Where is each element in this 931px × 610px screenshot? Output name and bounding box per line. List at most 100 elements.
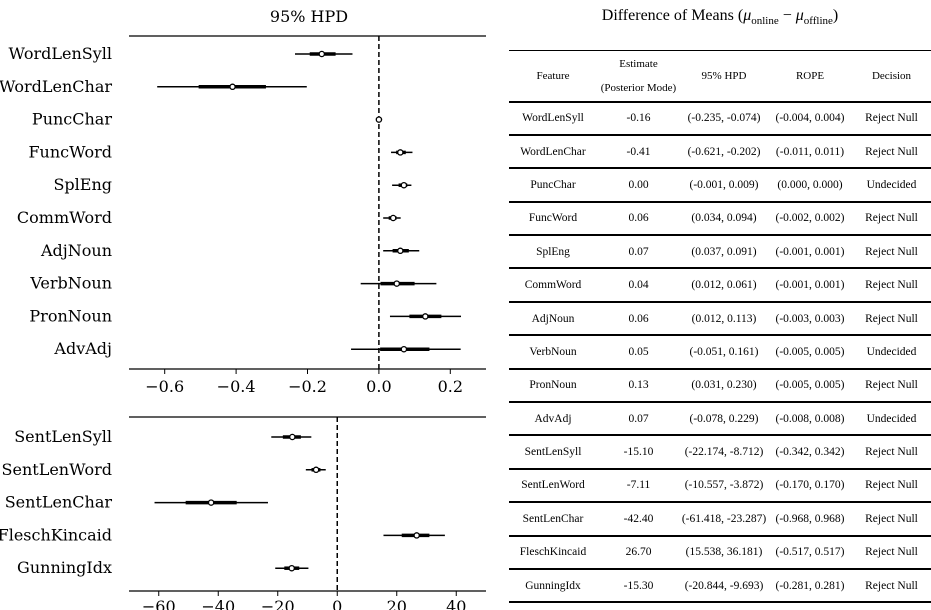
table-title: Difference of Means (μonline − μoffline) xyxy=(601,7,839,28)
mode-point xyxy=(229,83,236,91)
cell-decision: Reject Null xyxy=(865,512,918,525)
cell-estimate: 0.13 xyxy=(628,379,649,392)
cell-feature: SentLenWord xyxy=(521,479,585,492)
cell-hpd: (15.538, 36.181) xyxy=(685,546,763,559)
x-tick-label: −0.2 xyxy=(288,377,327,396)
cell-rope: (-0.004, 0.004) xyxy=(775,112,845,125)
cell-estimate: -15.30 xyxy=(623,579,654,592)
cell-hpd: (-0.078, 0.229) xyxy=(689,412,759,425)
cell-rope: (-0.003, 0.003) xyxy=(775,312,845,325)
cell-decision: Reject Null xyxy=(865,379,918,392)
cell-decision: Reject Null xyxy=(865,446,918,459)
cell-rope: (-0.342, 0.342) xyxy=(775,446,845,459)
row-label: PronNoun xyxy=(29,306,112,325)
cell-feature: PronNoun xyxy=(529,379,577,392)
x-tick-label: −0.4 xyxy=(217,377,256,396)
cell-rope: (-0.005, 0.005) xyxy=(775,345,845,358)
cell-decision: Undecided xyxy=(866,345,917,358)
row-label: PuncChar xyxy=(32,110,112,129)
row-label: AdjNoun xyxy=(40,241,112,260)
table-row: SentLenWord -7.11 (-10.557, -3.872) (-0.170… xyxy=(509,469,931,503)
row-label: GunningIdx xyxy=(17,558,112,577)
cell-hpd: (-0.621, -0.202) xyxy=(687,145,761,158)
header-feature: Feature xyxy=(536,69,570,82)
x-tick-label: 0.0 xyxy=(366,377,391,396)
cell-estimate: 0.06 xyxy=(628,212,649,225)
cell-feature: GunningIdx xyxy=(525,579,581,592)
cell-hpd: (-61.418, -23.287) xyxy=(681,512,767,525)
row-label: WordLenSyll xyxy=(8,44,112,63)
cell-rope: (-0.001, 0.001) xyxy=(775,279,845,292)
results-table: Feature Estimate (Posterior Mode) 95% HPD… xyxy=(509,50,931,603)
cell-feature: SentLenSyll xyxy=(524,446,582,459)
cell-estimate: -0.16 xyxy=(626,112,651,125)
cell-feature: SentLenChar xyxy=(522,512,584,525)
cell-feature: WordLenChar xyxy=(520,145,586,158)
cell-hpd: (0.012, 0.113) xyxy=(691,312,757,325)
cell-estimate: -42.40 xyxy=(623,512,654,525)
cell-decision: Reject Null xyxy=(865,145,918,158)
mode-point xyxy=(312,466,320,474)
cell-estimate: 26.70 xyxy=(625,546,652,559)
cell-hpd: (-10.557, -3.872) xyxy=(684,479,764,492)
cell-feature: VerbNoun xyxy=(529,345,577,358)
mode-point xyxy=(397,149,404,156)
cell-hpd: (0.031, 0.230) xyxy=(691,379,757,392)
cell-hpd: (-0.235, -0.074) xyxy=(687,112,761,125)
mode-point xyxy=(393,280,400,287)
cell-hpd: (-20.844, -9.693) xyxy=(684,579,764,592)
table-header-row: Feature Estimate (Posterior Mode) 95% HPD… xyxy=(509,50,931,102)
cell-feature: WordLenSyll xyxy=(522,112,584,125)
row-label: SentLenChar xyxy=(5,493,113,512)
cell-estimate: -0.41 xyxy=(626,145,651,158)
cell-hpd: (-22.174, -8.712) xyxy=(684,446,764,459)
row-label: AdvAdj xyxy=(53,339,112,358)
header-hpd: 95% HPD xyxy=(701,69,747,82)
header-decision: Decision xyxy=(871,69,912,82)
cell-decision: Reject Null xyxy=(865,579,918,592)
cell-feature: PuncChar xyxy=(530,178,576,191)
row-label: SentLenSyll xyxy=(14,427,112,446)
cell-rope: (-0.170, 0.170) xyxy=(775,479,845,492)
cell-decision: Reject Null xyxy=(865,546,918,559)
table-row: WordLenSyll -0.16 (-0.235, -0.074) (-0.004,… xyxy=(509,102,931,135)
table-row: SentLenSyll -15.10 (-22.174, -8.712) (-0.34… xyxy=(509,435,931,469)
chart-title: 95% HPD xyxy=(270,7,348,26)
cell-feature: FleschKincaid xyxy=(519,546,587,559)
row-label: WordLenChar xyxy=(0,77,112,96)
x-tick-label: −0.6 xyxy=(145,377,184,396)
cell-rope: (-0.008, 0.008) xyxy=(775,412,845,425)
cell-feature: FuncWord xyxy=(528,212,578,225)
header-estimate-line1: Estimate xyxy=(619,57,658,70)
cell-estimate: 0.07 xyxy=(628,245,649,258)
mode-point xyxy=(375,116,383,123)
cell-estimate: 0.07 xyxy=(628,412,649,425)
cell-decision: Reject Null xyxy=(865,479,918,492)
cell-estimate: -15.10 xyxy=(623,446,654,459)
table-row: FleschKincaid 26.70 (15.538, 36.181) (-0.51… xyxy=(509,536,931,569)
table-row: PronNoun 0.13 (0.031, 0.230) (-0.005, 0.005… xyxy=(509,369,931,403)
row-label: FleschKincaid xyxy=(0,525,112,544)
cell-feature: AdvAdj xyxy=(534,412,572,425)
table-row: GunningIdx -15.30 (-20.844, -9.693) (-0.281… xyxy=(509,569,931,603)
table-row: SplEng 0.07 (0.037, 0.091) (-0.001, 0.001) R… xyxy=(509,235,931,269)
cell-decision: Reject Null xyxy=(865,279,918,292)
cell-estimate: 0.05 xyxy=(628,345,649,358)
x-tick-label: −40 xyxy=(201,597,235,610)
mode-point xyxy=(422,313,429,320)
cell-estimate: 0.06 xyxy=(628,312,649,325)
table-row: AdjNoun 0.06 (0.012, 0.113) (-0.003, 0.003)… xyxy=(509,302,931,336)
row-label: SplEng xyxy=(53,175,112,194)
cell-decision: Undecided xyxy=(866,412,917,425)
cell-rope: (-0.002, 0.002) xyxy=(775,212,845,225)
cell-rope: (-0.281, 0.281) xyxy=(775,579,845,592)
cell-feature: AdjNoun xyxy=(531,312,575,325)
table-row: VerbNoun 0.05 (-0.051, 0.161) (-0.005, 0.00… xyxy=(509,335,931,369)
x-tick-label: −60 xyxy=(142,597,176,610)
cell-rope: (0.000, 0.000) xyxy=(777,178,843,191)
header-estimate: Estimate (Posterior Mode) xyxy=(597,51,680,102)
cell-feature: CommWord xyxy=(524,279,582,292)
cell-decision: Reject Null xyxy=(865,212,918,225)
cell-decision: Undecided xyxy=(866,178,917,191)
row-label: FuncWord xyxy=(28,142,112,161)
